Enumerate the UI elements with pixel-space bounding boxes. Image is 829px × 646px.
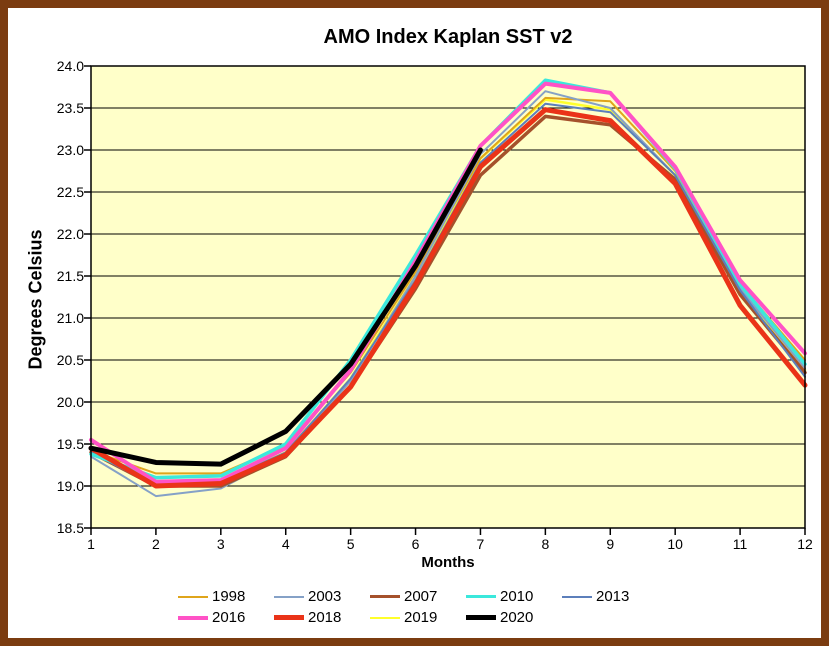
x-tick-label: 9	[606, 536, 615, 552]
legend-label: 2010	[500, 588, 534, 605]
plot-border	[90, 65, 806, 529]
x-axis-title: Months	[421, 554, 475, 571]
y-tick-label: 24.0	[56, 58, 84, 74]
legend-item-2019: 2019	[370, 609, 466, 626]
y-tick-label: 18.5	[56, 520, 84, 536]
y-tick-label: 23.5	[56, 100, 84, 116]
legend-swatch-2007	[370, 595, 400, 598]
legend-swatch-2016	[178, 615, 208, 620]
legend-swatch-1998	[178, 595, 208, 598]
y-tick-label: 21.5	[56, 268, 84, 284]
legend-label: 2018	[308, 609, 342, 626]
legend-swatch-2013	[562, 595, 592, 598]
legend-swatch-2020	[466, 615, 496, 620]
legend-label: 2003	[308, 588, 342, 605]
legend: 1998 2003 2007 2010 2013 2016 2018 2019 2020	[178, 586, 738, 628]
legend-item-2003: 2003	[274, 588, 370, 605]
legend-swatch-2010	[466, 595, 496, 598]
x-tick-label: 7	[476, 536, 485, 552]
y-tick-label: 20.0	[56, 394, 84, 410]
legend-item-1998: 1998	[178, 588, 274, 605]
x-tick-label: 2	[152, 536, 160, 552]
legend-item-2013: 2013	[562, 588, 658, 605]
chart-title: AMO Index Kaplan SST v2	[323, 26, 573, 48]
legend-item-2018: 2018	[274, 609, 370, 626]
legend-label: 2016	[212, 609, 246, 626]
y-tick-label: 19.0	[56, 478, 84, 494]
x-tick-label: 10	[667, 536, 683, 552]
legend-item-2020: 2020	[466, 609, 562, 626]
x-tick-label: 4	[281, 536, 290, 552]
legend-label: 1998	[212, 588, 246, 605]
y-tick-label: 22.0	[56, 226, 84, 242]
legend-label: 2013	[596, 588, 630, 605]
legend-row: 1998 2003 2007 2010 2013	[178, 586, 738, 607]
y-tick-label: 21.0	[56, 310, 84, 326]
x-tick-label: 5	[346, 536, 355, 552]
legend-item-2007: 2007	[370, 588, 466, 605]
plot-background	[91, 66, 805, 528]
x-tick-label: 11	[732, 536, 748, 552]
legend-swatch-2003	[274, 595, 304, 598]
x-tick-label: 6	[411, 536, 420, 552]
series-line-2018	[88, 107, 808, 489]
series-line-2020	[88, 147, 483, 467]
legend-swatch-2018	[274, 615, 304, 620]
x-tick-label: 3	[216, 536, 225, 552]
legend-label: 2020	[500, 609, 534, 626]
x-tick-label: 1	[87, 536, 95, 552]
legend-row: 2016 2018 2019 2020	[178, 607, 738, 628]
y-tick-label: 20.5	[56, 352, 84, 368]
legend-item-2010: 2010	[466, 588, 562, 605]
y-tick-label: 23.0	[56, 142, 84, 158]
plot-area	[84, 65, 808, 535]
legend-swatch-2019	[370, 616, 400, 619]
x-tick-label: 12	[797, 536, 813, 552]
legend-label: 2007	[404, 588, 438, 605]
y-tick-label: 19.5	[56, 436, 84, 452]
legend-label: 2019	[404, 609, 438, 626]
y-tick-label: 22.5	[56, 184, 84, 200]
x-tick-label: 8	[541, 536, 550, 552]
legend-item-2016: 2016	[178, 609, 274, 626]
